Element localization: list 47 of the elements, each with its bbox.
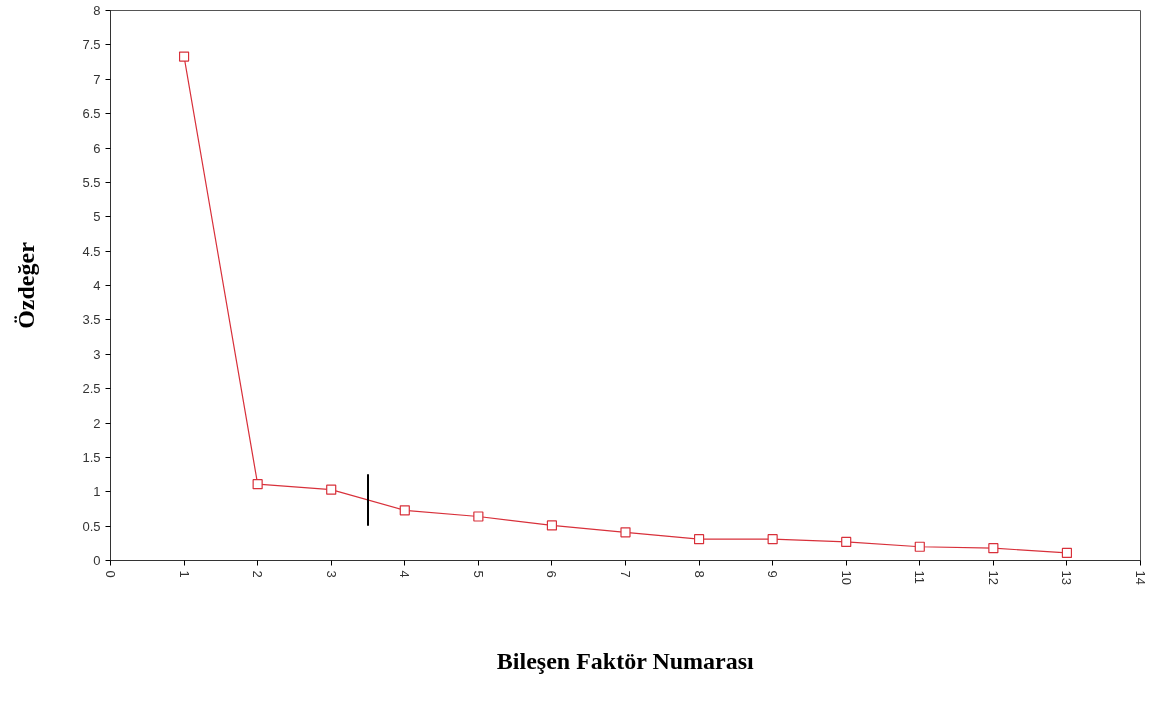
- x-tick-label: 2: [250, 570, 266, 578]
- x-tick-label: 9: [765, 570, 781, 578]
- y-tick-label: 0.5: [82, 518, 101, 534]
- y-tick-label: 6.5: [82, 106, 101, 122]
- x-tick-label: 6: [544, 570, 560, 578]
- x-tick-label: 1: [176, 570, 192, 578]
- x-tick-label: 13: [1059, 570, 1075, 585]
- y-tick-label: 7.5: [82, 37, 101, 53]
- x-tick-label: 10: [838, 570, 854, 585]
- x-tick-label: 11: [912, 570, 928, 584]
- x-axis-title: Bileşen Faktör Numarası: [496, 647, 755, 674]
- y-tick-label: 4: [93, 278, 101, 293]
- point: [767, 534, 778, 545]
- point: [326, 484, 337, 495]
- y-tick-label: 4.5: [82, 243, 101, 259]
- y-tick-label: 8: [93, 3, 101, 18]
- y-tick-label: 2: [93, 415, 101, 431]
- y-tick-label: 3: [93, 346, 101, 362]
- point: [546, 520, 558, 531]
- point: [841, 536, 852, 548]
- point: [473, 511, 484, 522]
- x-tick-label: 14: [1133, 570, 1148, 585]
- y-tick-label: 2.5: [82, 381, 101, 397]
- x-tick-label: 12: [985, 570, 1001, 585]
- point: [693, 534, 705, 545]
- y-tick-label: 1.5: [82, 449, 101, 465]
- y-axis-title: Özdeğer: [13, 241, 40, 329]
- x-tick-label: 3: [323, 570, 339, 578]
- y-tick-label: 0: [93, 553, 101, 568]
- y-tick-label: 5.5: [82, 174, 101, 190]
- y-tick-label: 1: [93, 484, 101, 500]
- x-tick-label: 4: [397, 570, 413, 578]
- x-tick-label: 7: [618, 570, 633, 578]
- x-tick-label: 0: [103, 570, 118, 578]
- x-tick-label: 8: [691, 570, 707, 578]
- point: [620, 527, 631, 538]
- y-tick-label: 6: [93, 140, 101, 156]
- point: [399, 505, 410, 516]
- point: [1061, 547, 1073, 559]
- point: [988, 543, 999, 554]
- point: [178, 51, 190, 62]
- point: [914, 541, 925, 552]
- y-tick-label: 3.5: [82, 312, 101, 328]
- x-tick-label: 5: [470, 570, 486, 578]
- point: [252, 479, 263, 490]
- y-tick-label: 5: [93, 209, 101, 225]
- y-tick-label: 7: [93, 71, 101, 87]
